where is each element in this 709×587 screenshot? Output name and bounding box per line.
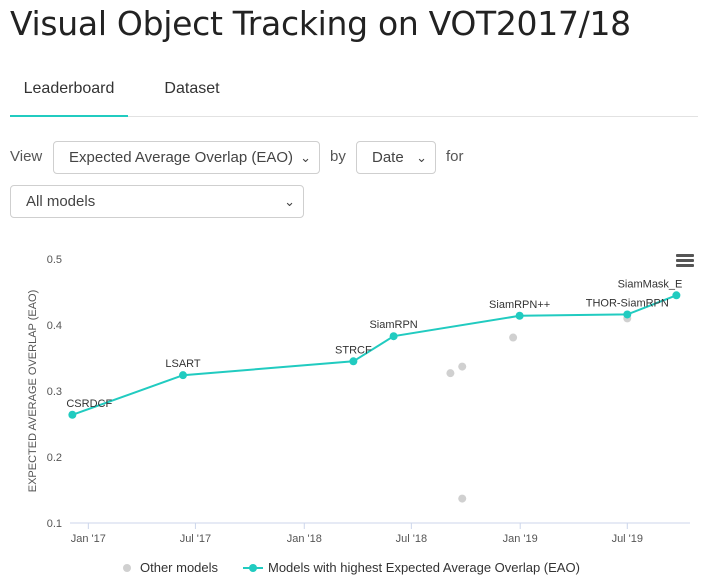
x-tick-label: Jan '17 [71,533,106,545]
x-tick-label: Jul '19 [612,533,643,545]
x-tick-label: Jan '18 [287,533,322,545]
filter-row: View Expected Average Overlap (EAO) ⌄ by… [10,141,700,175]
y-tick-label: 0.1 [47,518,62,530]
legend-other-marker [123,564,131,572]
other-model-point [509,333,518,342]
legend-best-marker [249,564,257,572]
models-select[interactable]: All models ⌄ [10,185,304,218]
page-title: Visual Object Tracking on VOT2017/18 [10,4,631,43]
best-models-line [72,294,677,416]
best-model-label: LSART [165,358,201,370]
chevron-down-icon: ⌄ [416,150,427,165]
hamburger-menu-icon[interactable] [676,254,694,268]
chevron-down-icon: ⌄ [300,150,311,165]
legend-other-label: Other models [140,560,219,575]
tab-bar: Leaderboard Dataset [10,70,698,117]
y-tick-label: 0.3 [47,386,62,398]
y-tick-label: 0.5 [47,254,62,266]
best-model-point [623,310,632,319]
best-model-point [515,311,524,320]
best-model-label: STRCF [335,344,372,356]
best-model-point [389,332,398,341]
y-axis-title: EXPECTED AVERAGE OVERLAP (EAO) [27,290,39,493]
y-tick-label: 0.4 [47,320,62,332]
best-model-label: SiamRPN++ [489,299,550,311]
tab-leaderboard[interactable]: Leaderboard [10,70,128,117]
view-label: View [10,148,43,165]
best-model-point [349,357,358,366]
best-model-label: SiamMask_E [618,278,683,290]
best-model-label: THOR-SiamRPN [586,297,669,309]
x-tick-label: Jul '18 [396,533,427,545]
other-model-point [458,494,467,503]
tab-dataset[interactable]: Dataset [164,80,220,97]
best-model-point [68,410,77,419]
by-label: by [330,148,346,165]
best-model-point [178,371,187,380]
metric-select[interactable]: Expected Average Overlap (EAO) ⌄ [53,141,320,174]
chevron-down-icon: ⌄ [284,194,295,209]
x-tick-label: Jan '19 [503,533,538,545]
metric-select-value: Expected Average Overlap (EAO) [69,149,294,166]
other-model-point [446,369,455,378]
legend-best-label: Models with highest Expected Average Ove… [268,560,580,575]
models-filter-row: All models ⌄ [10,185,310,219]
for-label: for [446,148,464,165]
best-model-label: CSRDCF [66,398,112,410]
x-axis-select[interactable]: Date ⌄ [356,141,436,174]
x-axis-select-value: Date [372,149,404,166]
x-tick-label: Jul '17 [180,533,211,545]
best-model-point [672,291,681,300]
other-model-point [458,362,467,371]
models-select-value: All models [26,193,96,210]
y-tick-label: 0.2 [47,452,62,464]
best-model-label: SiamRPN [369,319,417,331]
